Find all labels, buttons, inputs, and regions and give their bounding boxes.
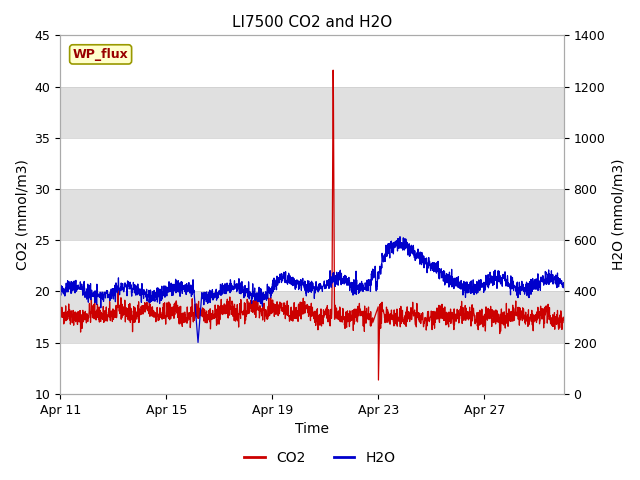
Bar — [60, 138, 564, 189]
Bar — [60, 291, 564, 343]
Y-axis label: CO2 (mmol/m3): CO2 (mmol/m3) — [15, 159, 29, 270]
X-axis label: Time: Time — [295, 422, 329, 436]
Title: LI7500 CO2 and H2O: LI7500 CO2 and H2O — [232, 15, 392, 30]
Bar — [60, 240, 564, 291]
Bar — [60, 86, 564, 138]
Y-axis label: H2O (mmol/m3): H2O (mmol/m3) — [611, 159, 625, 270]
Legend: CO2, H2O: CO2, H2O — [239, 445, 401, 471]
Bar — [60, 343, 564, 394]
Bar — [60, 189, 564, 240]
Text: WP_flux: WP_flux — [73, 48, 129, 61]
Bar — [60, 36, 564, 86]
